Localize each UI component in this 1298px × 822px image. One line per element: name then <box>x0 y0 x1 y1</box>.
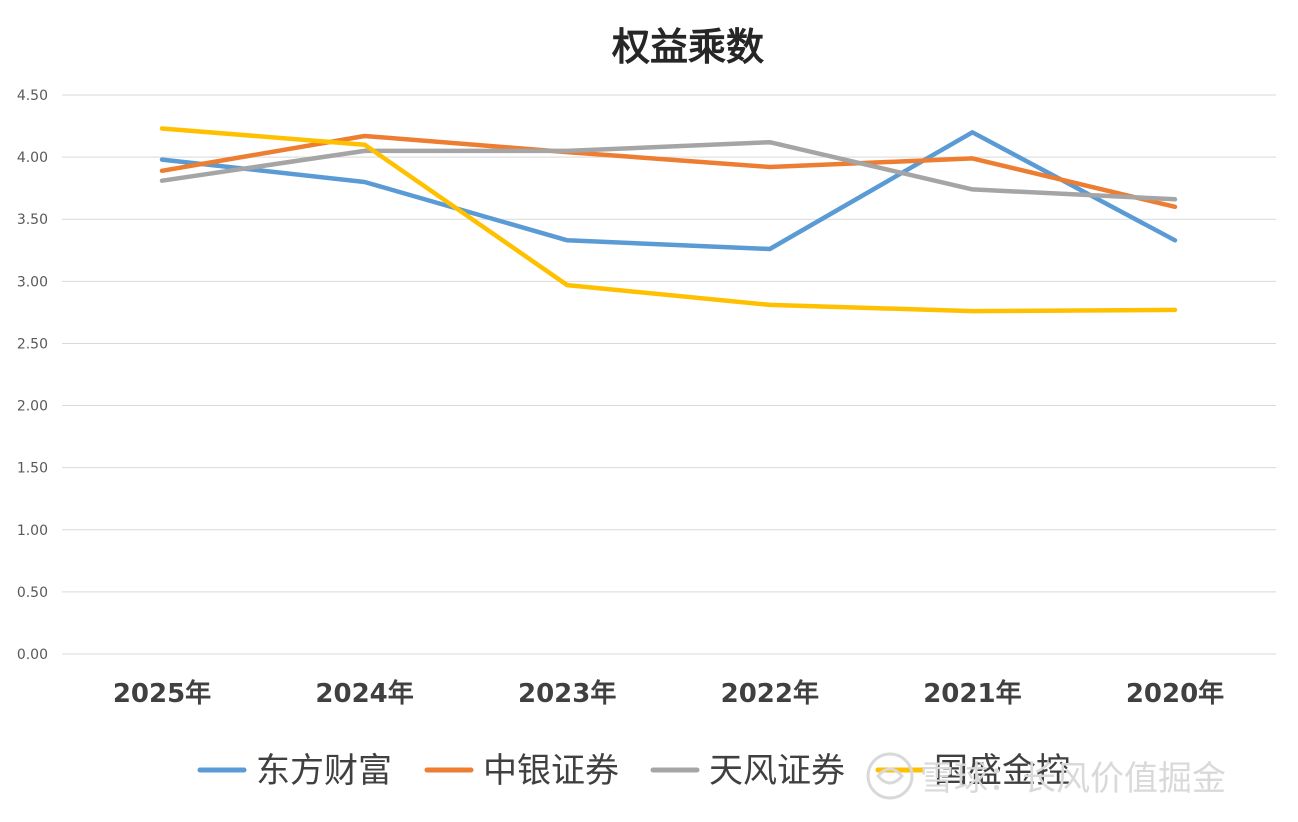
x-tick-label: 2020年 <box>1126 678 1224 709</box>
y-axis-ticks: 0.00 0.50 1.00 1.50 2.00 2.50 3.00 3.50 4.00 4.50 <box>17 88 48 663</box>
y-tick-label: 3.00 <box>17 274 48 290</box>
series-line-4 <box>162 129 1175 312</box>
watermark: 雪球：长风价值掘金 <box>868 754 1226 799</box>
y-tick-label: 4.50 <box>17 88 48 104</box>
snowball-logo-icon <box>868 754 912 798</box>
y-tick-label: 0.50 <box>17 585 48 601</box>
y-tick-label: 1.00 <box>17 523 48 539</box>
x-axis-ticks: 2025年 2024年 2023年 2022年 2021年 2020年 <box>113 678 1224 709</box>
x-tick-label: 2022年 <box>721 678 819 709</box>
y-tick-label: 0.00 <box>17 647 48 663</box>
x-tick-label: 2025年 <box>113 678 211 709</box>
legend-label: 中银证券 <box>483 751 619 791</box>
y-tick-label: 3.50 <box>17 212 48 228</box>
chart-title: 权益乘数 <box>611 24 764 69</box>
series-lines <box>162 129 1175 312</box>
x-tick-label: 2024年 <box>315 678 413 709</box>
watermark-text: 雪球：长风价值掘金 <box>920 759 1226 799</box>
y-tick-label: 1.50 <box>17 461 48 477</box>
y-tick-label: 2.00 <box>17 399 48 415</box>
gridlines <box>62 95 1276 654</box>
y-tick-label: 2.50 <box>17 336 48 352</box>
legend-label: 东方财富 <box>256 751 392 791</box>
legend-label: 天风证券 <box>709 751 845 791</box>
y-tick-label: 4.00 <box>17 150 48 166</box>
x-tick-label: 2021年 <box>923 678 1021 709</box>
x-tick-label: 2023年 <box>518 678 616 709</box>
